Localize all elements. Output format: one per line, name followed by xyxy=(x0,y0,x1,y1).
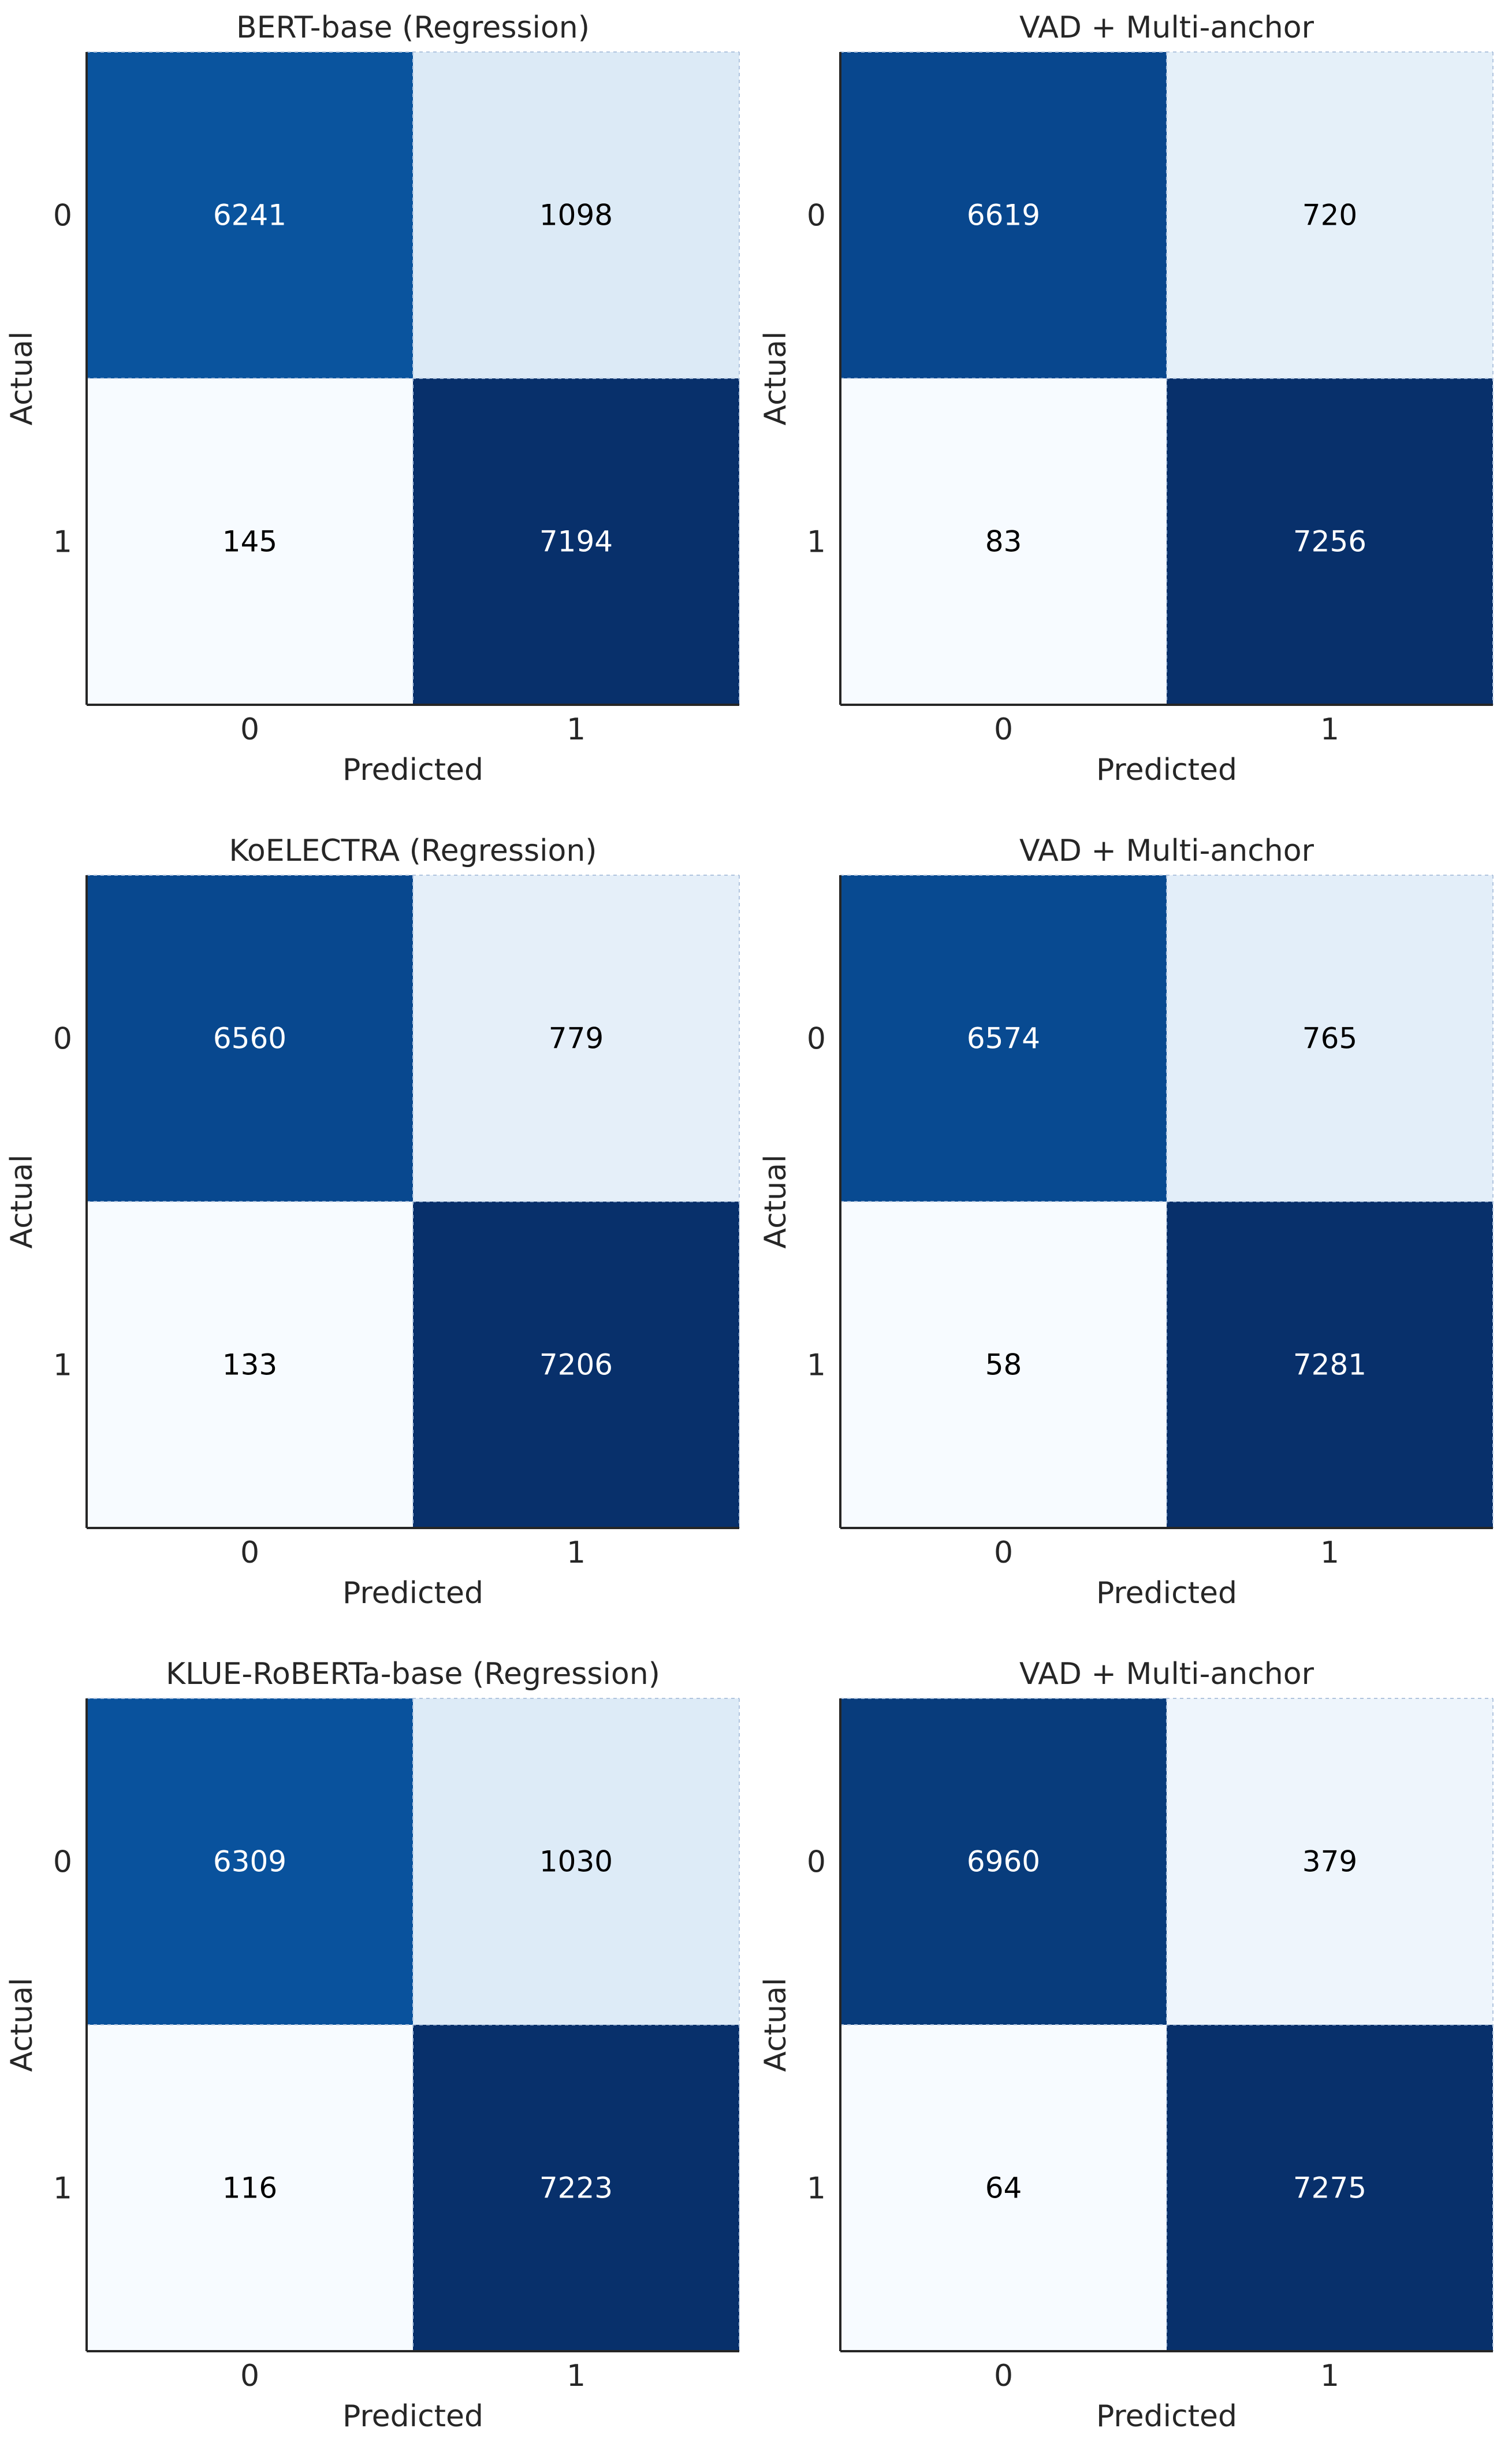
cell-value-label: 7256 xyxy=(1293,525,1366,559)
confusion-matrix-panel-5: 6309 1030 116 7223 KLUE-RoBERTa-base (Regres… xyxy=(5,1657,740,2434)
x-tick-label: 1 xyxy=(567,1535,586,1570)
y-tick-label: 1 xyxy=(53,1348,72,1383)
heatmap-cell-r0-c0 xyxy=(87,875,413,1202)
heatmap-cell-r1-c1 xyxy=(413,378,739,705)
heatmap-cell-r0-c1 xyxy=(413,875,739,1202)
heatmap-cell-r0-c0 xyxy=(840,52,1167,378)
y-tick-label: 1 xyxy=(807,2172,826,2206)
cell-value-label: 6619 xyxy=(967,199,1040,232)
x-axis-label: Predicted xyxy=(1096,2399,1237,2434)
cell-value-label: 720 xyxy=(1302,199,1357,232)
cell-value-label: 6960 xyxy=(967,1845,1040,1879)
cell-value-label: 779 xyxy=(549,1022,604,1055)
x-tick-label: 0 xyxy=(240,1535,259,1570)
heatmap-cell-r0-c1 xyxy=(1167,875,1493,1202)
y-tick-label: 0 xyxy=(53,1845,72,1880)
cell-value-label: 1030 xyxy=(539,1845,613,1879)
y-tick-label: 1 xyxy=(53,2172,72,2206)
cell-value-label: 7281 xyxy=(1293,1348,1366,1382)
heatmap-cell-r1-c0 xyxy=(840,1202,1167,1528)
y-axis-label: Actual xyxy=(758,332,793,426)
y-tick-label: 0 xyxy=(807,1845,826,1880)
y-tick-label: 1 xyxy=(807,525,826,560)
x-axis-label: Predicted xyxy=(342,1576,483,1611)
y-axis-label: Actual xyxy=(5,1155,39,1249)
confusion-matrix-panel-6: 6960 379 64 7275 VAD + Multi-anchor 0 1 0 1 Predi… xyxy=(758,1657,1494,2434)
y-axis-label: Actual xyxy=(5,332,39,426)
heatmap-cell-r1-c0 xyxy=(840,378,1167,705)
confusion-matrix-panel-2: 6619 720 83 7256 VAD + Multi-anchor 0 1 0 1 Predi… xyxy=(758,10,1494,787)
x-axis-label: Predicted xyxy=(1096,753,1237,787)
heatmap-cell-r1-c0 xyxy=(87,378,413,705)
y-axis-label: Actual xyxy=(758,1155,793,1249)
x-axis-label: Predicted xyxy=(342,2399,483,2434)
cell-value-label: 133 xyxy=(222,1348,277,1382)
cell-value-label: 765 xyxy=(1302,1022,1357,1055)
x-tick-label: 0 xyxy=(994,1535,1013,1570)
heatmap-cell-r0-c1 xyxy=(1167,1698,1493,2025)
panel-title: VAD + Multi-anchor xyxy=(1019,10,1314,45)
heatmap-cell-r1-c1 xyxy=(1167,378,1493,705)
cell-value-label: 116 xyxy=(222,2172,277,2205)
cell-value-label: 7275 xyxy=(1293,2172,1366,2205)
cell-value-label: 7206 xyxy=(539,1348,613,1382)
x-tick-label: 1 xyxy=(1320,2359,1339,2393)
panel-title: BERT-base (Regression) xyxy=(236,10,590,45)
x-tick-label: 0 xyxy=(240,712,259,747)
heatmap-cell-r0-c1 xyxy=(413,52,739,378)
y-tick-label: 1 xyxy=(53,525,72,560)
cell-value-label: 7194 xyxy=(539,525,613,559)
cell-value-label: 379 xyxy=(1302,1845,1357,1879)
x-tick-label: 1 xyxy=(567,712,586,747)
y-tick-label: 0 xyxy=(807,199,826,233)
cell-value-label: 6309 xyxy=(213,1845,286,1879)
cell-value-label: 1098 xyxy=(539,199,613,232)
x-tick-label: 1 xyxy=(1320,1535,1339,1570)
heatmap-cell-r1-c1 xyxy=(413,2025,739,2351)
y-axis-label: Actual xyxy=(5,1978,39,2072)
x-tick-label: 0 xyxy=(994,712,1013,747)
heatmap-cell-r0-c0 xyxy=(840,875,1167,1202)
confusion-matrix-panel-4: 6574 765 58 7281 VAD + Multi-anchor 0 1 0 1 Predi… xyxy=(758,834,1494,1611)
cell-value-label: 6560 xyxy=(213,1022,286,1055)
y-tick-label: 0 xyxy=(53,199,72,233)
x-tick-label: 1 xyxy=(567,2359,586,2393)
x-tick-label: 1 xyxy=(1320,712,1339,747)
heatmap-cell-r0-c0 xyxy=(87,52,413,378)
cell-value-label: 6241 xyxy=(213,199,286,232)
x-tick-label: 0 xyxy=(240,2359,259,2393)
y-tick-label: 0 xyxy=(807,1022,826,1057)
cell-value-label: 83 xyxy=(985,525,1022,559)
heatmap-cell-r0-c0 xyxy=(87,1698,413,2025)
cell-value-label: 7223 xyxy=(539,2172,613,2205)
heatmap-cell-r0-c1 xyxy=(1167,52,1493,378)
panel-title: VAD + Multi-anchor xyxy=(1019,834,1314,868)
heatmap-cell-r1-c1 xyxy=(413,1202,739,1528)
cell-value-label: 58 xyxy=(985,1348,1022,1382)
cell-value-label: 6574 xyxy=(967,1022,1040,1055)
x-axis-label: Predicted xyxy=(342,753,483,787)
y-tick-label: 1 xyxy=(807,1348,826,1383)
heatmap-cell-r1-c1 xyxy=(1167,2025,1493,2351)
confusion-matrix-panel-3: 6560 779 133 7206 KoELECTRA (Regression) 0 1 0 1… xyxy=(5,834,740,1611)
heatmap-cell-r1-c0 xyxy=(87,1202,413,1528)
y-tick-label: 0 xyxy=(53,1022,72,1057)
heatmap-cell-r0-c1 xyxy=(413,1698,739,2025)
confusion-matrix-panel-1: 6241 1098 145 7194 BERT-base (Regression) 0 1 0… xyxy=(5,10,740,787)
panel-title: KoELECTRA (Regression) xyxy=(229,834,597,868)
panel-title: KLUE-RoBERTa-base (Regression) xyxy=(166,1657,660,1691)
x-axis-label: Predicted xyxy=(1096,1576,1237,1611)
heatmap-cell-r1-c1 xyxy=(1167,1202,1493,1528)
x-tick-label: 0 xyxy=(994,2359,1013,2393)
heatmap-cell-r1-c0 xyxy=(840,2025,1167,2351)
cell-value-label: 145 xyxy=(222,525,277,559)
y-axis-label: Actual xyxy=(758,1978,793,2072)
panel-title: VAD + Multi-anchor xyxy=(1019,1657,1314,1691)
heatmap-cell-r0-c0 xyxy=(840,1698,1167,2025)
cell-value-label: 64 xyxy=(985,2172,1022,2205)
heatmap-cell-r1-c0 xyxy=(87,2025,413,2351)
